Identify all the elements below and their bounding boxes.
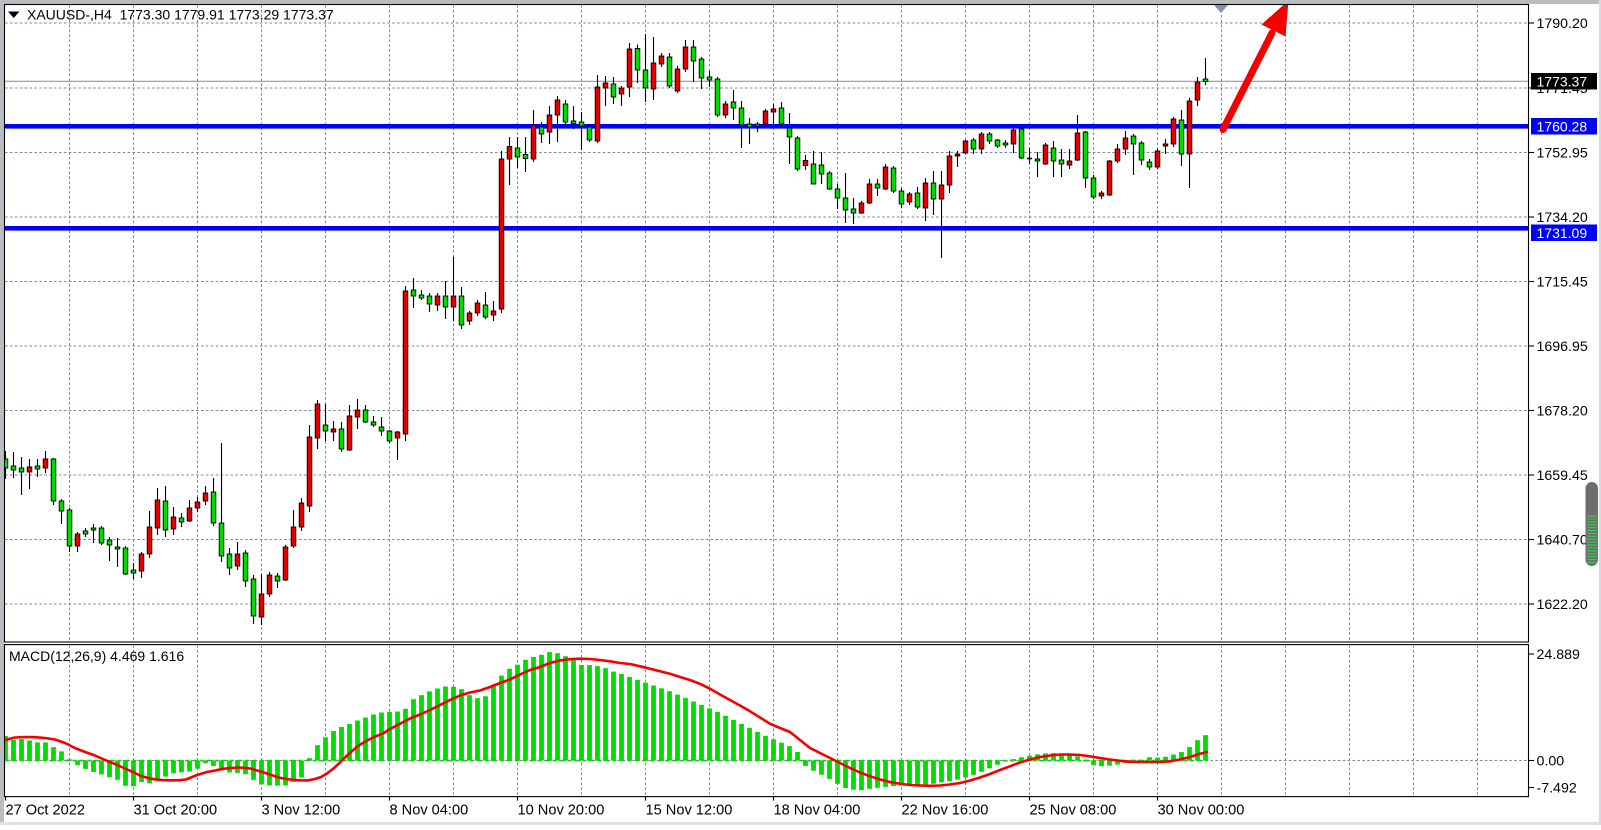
svg-text:1659.45: 1659.45: [1537, 468, 1588, 484]
svg-text:XAUUSD-,H4 1773.30 1779.91 17: XAUUSD-,H4 1773.30 1779.91 1773.29 1773.…: [27, 7, 334, 23]
svg-text:1773.37: 1773.37: [1537, 73, 1588, 89]
svg-text:MACD(12,26,9) 4.469 1.616: MACD(12,26,9) 4.469 1.616: [9, 648, 184, 664]
svg-text:1678.20: 1678.20: [1537, 404, 1588, 420]
svg-text:24.889: 24.889: [1537, 647, 1581, 663]
svg-text:31 Oct 20:00: 31 Oct 20:00: [134, 802, 218, 818]
svg-text:1752.95: 1752.95: [1537, 146, 1588, 162]
svg-text:1734.20: 1734.20: [1537, 210, 1588, 226]
svg-text:8 Nov 04:00: 8 Nov 04:00: [390, 802, 469, 818]
svg-text:1731.09: 1731.09: [1537, 225, 1588, 241]
svg-text:30 Nov 00:00: 30 Nov 00:00: [1158, 802, 1245, 818]
svg-text:1696.95: 1696.95: [1537, 339, 1588, 355]
svg-text:1715.45: 1715.45: [1537, 275, 1588, 291]
svg-text:27 Oct 2022: 27 Oct 2022: [6, 802, 86, 818]
svg-text:1640.70: 1640.70: [1537, 533, 1588, 549]
svg-text:1790.20: 1790.20: [1537, 16, 1588, 32]
svg-text:18 Nov 04:00: 18 Nov 04:00: [774, 802, 861, 818]
svg-text:1760.28: 1760.28: [1537, 118, 1588, 134]
svg-text:22 Nov 16:00: 22 Nov 16:00: [902, 802, 989, 818]
svg-text:-7.492: -7.492: [1537, 781, 1577, 797]
svg-text:1622.20: 1622.20: [1537, 597, 1588, 613]
svg-text:15 Nov 12:00: 15 Nov 12:00: [646, 802, 733, 818]
svg-text:3 Nov 12:00: 3 Nov 12:00: [262, 802, 341, 818]
svg-text:25 Nov 08:00: 25 Nov 08:00: [1030, 802, 1117, 818]
svg-text:10 Nov 20:00: 10 Nov 20:00: [518, 802, 605, 818]
svg-text:0.00: 0.00: [1537, 754, 1565, 770]
